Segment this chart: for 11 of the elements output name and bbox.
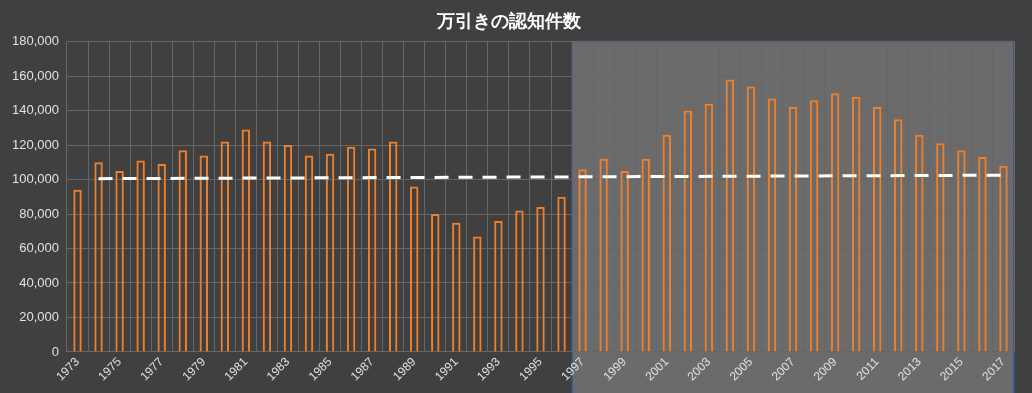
- y-tick-label: 140,000: [11, 102, 59, 118]
- chart-title: 万引きの認知件数: [436, 10, 582, 32]
- y-tick-label: 60,000: [19, 240, 59, 256]
- y-tick-label: 100,000: [11, 171, 59, 187]
- y-tick-label: 180,000: [11, 33, 59, 49]
- y-tick-label: 160,000: [11, 67, 59, 83]
- y-tick-label: 40,000: [19, 274, 59, 290]
- y-tick-label: 120,000: [11, 136, 59, 152]
- y-tick-label: 20,000: [19, 309, 59, 325]
- y-tick-label: 0: [51, 343, 59, 359]
- y-tick-label: 80,000: [19, 205, 59, 221]
